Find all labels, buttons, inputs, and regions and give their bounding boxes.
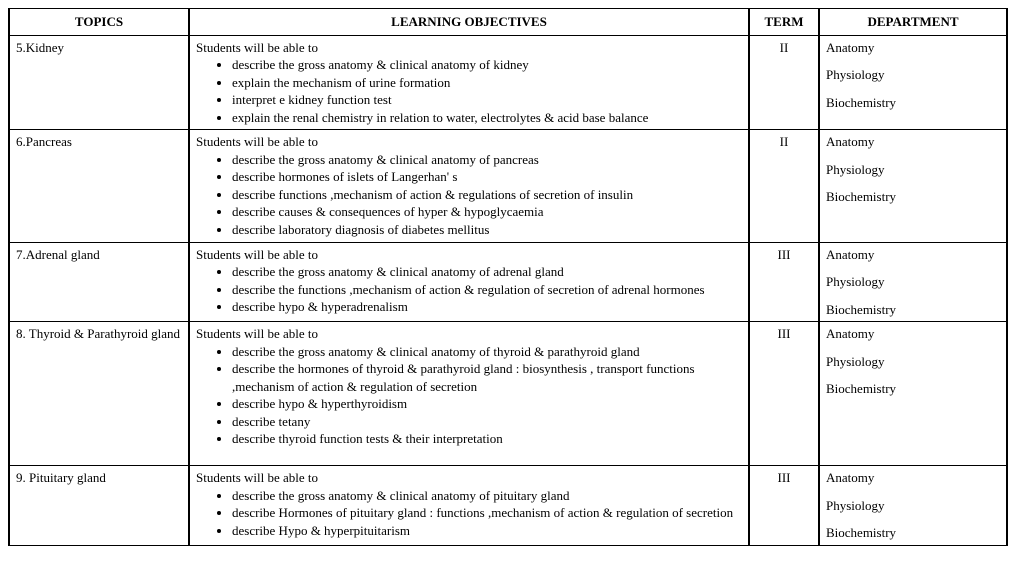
table-row: 6.PancreasStudents will be able todescri… xyxy=(9,130,1007,242)
objective-item: describe hypo & hyperthyroidism xyxy=(232,395,742,413)
term-text: II xyxy=(780,40,789,55)
term-cell: II xyxy=(749,35,819,130)
objectives-cell: Students will be able todescribe the gro… xyxy=(189,130,749,242)
objective-item: explain the mechanism of urine formation xyxy=(232,74,742,92)
objectives-cell: Students will be able todescribe the gro… xyxy=(189,466,749,546)
table-row: 7.Adrenal glandStudents will be able tod… xyxy=(9,242,1007,322)
objectives-intro: Students will be able to xyxy=(196,325,742,343)
table-row: 5.Kidney Students will be able todescribe… xyxy=(9,35,1007,130)
department-list: Anatomy Physiology Biochemistry xyxy=(826,469,1000,542)
topic-cell: 8. Thyroid & Parathyroid gland xyxy=(9,322,189,466)
objective-item: describe Hormones of pituitary gland : f… xyxy=(232,504,742,522)
objective-item: describe Hypo & hyperpituitarism xyxy=(232,522,742,540)
table-row: 8. Thyroid & Parathyroid gland Students w… xyxy=(9,322,1007,466)
department-list: Anatomy Physiology Biochemistry xyxy=(826,325,1000,398)
topic-text: 7.Adrenal gland xyxy=(16,247,100,262)
objective-item: describe the hormones of thyroid & parat… xyxy=(232,360,742,395)
header-term: TERM xyxy=(749,9,819,36)
objective-item: describe hormones of islets of Langerhan… xyxy=(232,168,742,186)
topic-text: 8. Thyroid & Parathyroid gland xyxy=(16,326,180,341)
objective-item: describe the gross anatomy & clinical an… xyxy=(232,56,742,74)
objectives-list: describe the gross anatomy & clinical an… xyxy=(220,263,742,316)
objectives-intro: Students will be able to xyxy=(196,246,742,264)
term-cell: III xyxy=(749,466,819,546)
objectives-intro: Students will be able to xyxy=(196,133,742,151)
objective-item: describe thyroid function tests & their … xyxy=(232,430,742,448)
objectives-intro: Students will be able to xyxy=(196,39,742,57)
term-cell: III xyxy=(749,242,819,322)
department-item: Physiology xyxy=(826,161,1000,179)
topic-cell: 7.Adrenal gland xyxy=(9,242,189,322)
department-item: Anatomy xyxy=(826,325,1000,343)
objectives-cell: Students will be able todescribe the gro… xyxy=(189,35,749,130)
table-body: 5.KidneyStudents will be able todescribe… xyxy=(9,35,1007,545)
department-cell: Anatomy Physiology Biochemistry xyxy=(819,242,1007,322)
department-list: Anatomy Physiology Biochemistry xyxy=(826,39,1000,112)
department-list: Anatomy Physiology Biochemistry xyxy=(826,133,1000,206)
objective-item: describe tetany xyxy=(232,413,742,431)
term-text: III xyxy=(778,247,791,262)
department-item: Biochemistry xyxy=(826,94,1000,112)
department-cell: Anatomy Physiology Biochemistry xyxy=(819,130,1007,242)
department-item: Anatomy xyxy=(826,246,1000,264)
table-row: 9. Pituitary gland Students will be able … xyxy=(9,466,1007,546)
header-row: TOPICS LEARNING OBJECTIVES TERM DEPARTME… xyxy=(9,9,1007,36)
department-item: Biochemistry xyxy=(826,380,1000,398)
department-item: Anatomy xyxy=(826,133,1000,151)
department-item: Biochemistry xyxy=(826,188,1000,206)
department-item: Physiology xyxy=(826,273,1000,291)
objective-item: describe the gross anatomy & clinical an… xyxy=(232,263,742,281)
department-item: Physiology xyxy=(826,353,1000,371)
topic-text: 5.Kidney xyxy=(16,40,64,55)
topic-cell: 6.Pancreas xyxy=(9,130,189,242)
term-text: III xyxy=(778,326,791,341)
department-cell: Anatomy Physiology Biochemistry xyxy=(819,35,1007,130)
department-item: Physiology xyxy=(826,497,1000,515)
objective-item: interpret e kidney function test xyxy=(232,91,742,109)
objectives-list: describe the gross anatomy & clinical an… xyxy=(220,487,742,540)
objective-item: describe the gross anatomy & clinical an… xyxy=(232,487,742,505)
department-item: Anatomy xyxy=(826,39,1000,57)
objectives-list: describe the gross anatomy & clinical an… xyxy=(220,151,742,239)
topic-cell: 5.Kidney xyxy=(9,35,189,130)
department-list: Anatomy Physiology Biochemistry xyxy=(826,246,1000,319)
objectives-cell: Students will be able todescribe the gro… xyxy=(189,242,749,322)
department-item: Biochemistry xyxy=(826,524,1000,542)
department-item: Anatomy xyxy=(826,469,1000,487)
header-objectives: LEARNING OBJECTIVES xyxy=(189,9,749,36)
objectives-cell: Students will be able todescribe the gro… xyxy=(189,322,749,466)
term-text: III xyxy=(778,470,791,485)
objective-item: describe functions ,mechanism of action … xyxy=(232,186,742,204)
header-topics: TOPICS xyxy=(9,9,189,36)
term-text: II xyxy=(780,134,789,149)
topic-text: 9. Pituitary gland xyxy=(16,470,106,485)
term-cell: II xyxy=(749,130,819,242)
objective-item: describe the functions ,mechanism of act… xyxy=(232,281,742,299)
term-cell: III xyxy=(749,322,819,466)
objective-item: describe the gross anatomy & clinical an… xyxy=(232,151,742,169)
header-department: DEPARTMENT xyxy=(819,9,1007,36)
department-cell: Anatomy Physiology Biochemistry xyxy=(819,322,1007,466)
curriculum-table: TOPICS LEARNING OBJECTIVES TERM DEPARTME… xyxy=(8,8,1008,546)
objectives-intro: Students will be able to xyxy=(196,469,742,487)
objective-item: describe laboratory diagnosis of diabete… xyxy=(232,221,742,239)
department-cell: Anatomy Physiology Biochemistry xyxy=(819,466,1007,546)
topic-cell: 9. Pituitary gland xyxy=(9,466,189,546)
department-item: Biochemistry xyxy=(826,301,1000,319)
trailing-blank xyxy=(196,448,742,462)
objective-item: explain the renal chemistry in relation … xyxy=(232,109,742,127)
objectives-list: describe the gross anatomy & clinical an… xyxy=(220,343,742,448)
department-item: Physiology xyxy=(826,66,1000,84)
objective-item: describe hypo & hyperadrenalism xyxy=(232,298,742,316)
objective-item: describe causes & consequences of hyper … xyxy=(232,203,742,221)
topic-text: 6.Pancreas xyxy=(16,134,72,149)
objective-item: describe the gross anatomy & clinical an… xyxy=(232,343,742,361)
objectives-list: describe the gross anatomy & clinical an… xyxy=(220,56,742,126)
